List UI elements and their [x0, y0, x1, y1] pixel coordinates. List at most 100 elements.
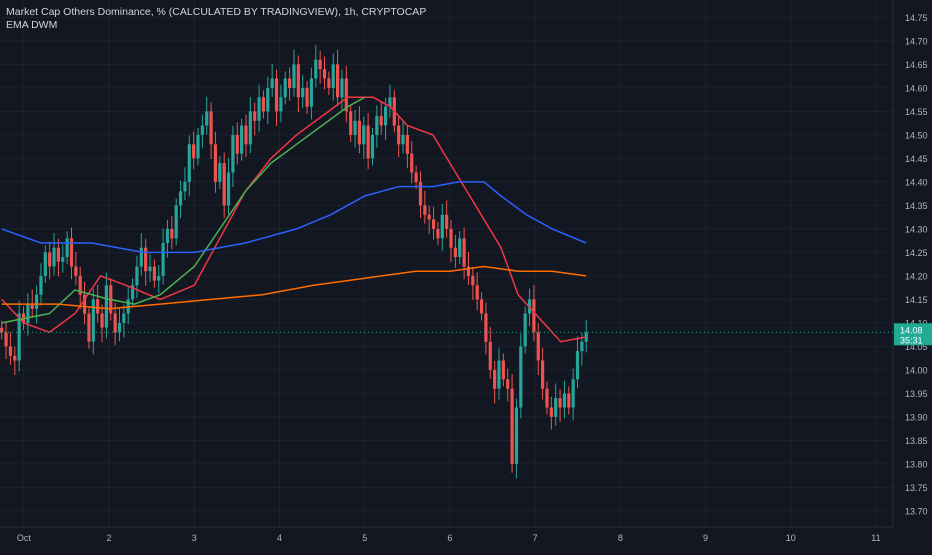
candle	[192, 131, 196, 170]
candle-body	[458, 238, 462, 258]
candle-body	[288, 78, 292, 88]
candles	[0, 45, 588, 479]
candle-body	[314, 59, 318, 79]
candle	[501, 353, 505, 387]
candle-body	[301, 87, 305, 98]
candle-body	[379, 116, 383, 126]
candle-body	[178, 191, 183, 206]
y-tick-label: 14.60	[905, 83, 928, 93]
candle-body	[475, 285, 479, 300]
candle-body	[8, 346, 13, 356]
candle	[196, 127, 200, 166]
candle	[405, 125, 409, 169]
candle-body	[340, 78, 344, 98]
candle-body	[161, 243, 165, 276]
candle-body	[523, 313, 527, 347]
candle	[74, 251, 78, 285]
y-tick-label: 14.25	[905, 248, 928, 258]
ema-line-4	[1, 265, 587, 310]
candle-body	[279, 97, 283, 112]
ema-lines	[1, 96, 587, 343]
candle	[497, 347, 501, 400]
candle-body	[144, 247, 148, 272]
candle-body	[65, 238, 69, 258]
x-tick-label: 8	[618, 533, 623, 543]
candle-body	[13, 355, 17, 361]
candle-body	[414, 172, 418, 182]
candle-body	[82, 294, 87, 314]
candle	[43, 245, 47, 283]
candle	[91, 288, 95, 355]
y-tick-label: 14.65	[905, 60, 928, 70]
candle-body	[479, 299, 484, 314]
candle	[344, 65, 348, 123]
candle	[279, 84, 283, 123]
candle	[571, 368, 575, 421]
candle	[209, 102, 213, 159]
candle-body	[17, 313, 21, 361]
candle	[187, 135, 191, 197]
candle-body	[405, 134, 409, 154]
candle-body	[488, 341, 492, 370]
candle-body	[558, 398, 562, 408]
candle	[314, 45, 318, 88]
candle-body	[52, 247, 56, 267]
candle	[309, 67, 314, 120]
candle-body	[261, 97, 266, 112]
candle-body	[187, 144, 191, 182]
candle-countdown: 35:31	[900, 335, 923, 345]
candle-body	[353, 120, 357, 135]
candle-body	[449, 228, 453, 248]
candle	[488, 327, 492, 379]
y-tick-label: 13.90	[905, 412, 928, 422]
candle-body	[327, 78, 331, 88]
candle-body	[0, 327, 4, 333]
candle-body	[113, 313, 117, 333]
candle-body	[562, 393, 567, 408]
candle-body	[532, 299, 536, 333]
candle	[349, 104, 353, 142]
candle-body	[331, 64, 335, 88]
candle	[200, 114, 204, 148]
candle	[283, 71, 287, 105]
candle-body	[349, 111, 353, 135]
candle-body	[296, 64, 300, 98]
y-tick-label: 14.45	[905, 154, 928, 164]
candle-body	[510, 388, 514, 464]
candle	[545, 381, 549, 415]
candle	[379, 101, 383, 135]
candle	[157, 265, 161, 294]
candle	[397, 114, 401, 157]
candle-body	[69, 238, 74, 267]
indicator-label: EMA DWM	[6, 19, 58, 31]
candle	[584, 319, 588, 353]
candle	[567, 386, 571, 415]
candle	[375, 105, 379, 148]
candle-body	[61, 257, 65, 262]
candle	[340, 69, 344, 112]
candle	[48, 241, 52, 280]
candle-body	[427, 214, 431, 220]
candle	[253, 102, 257, 136]
candle-body	[388, 97, 392, 107]
candle	[4, 321, 8, 360]
candle-body	[104, 285, 108, 328]
candle-body	[231, 134, 235, 173]
candle-body	[122, 313, 126, 323]
candle	[39, 263, 43, 306]
candle	[292, 49, 296, 97]
candle-body	[209, 111, 213, 145]
candle	[248, 96, 252, 154]
candle-body	[383, 106, 388, 126]
candle-body	[43, 252, 47, 276]
candle-body	[501, 360, 505, 380]
candle	[401, 120, 405, 154]
candle	[370, 127, 375, 166]
candle-body	[445, 214, 449, 229]
time-axis: Oct 2 3 4 5 6 7 8 9 10 11	[0, 526, 893, 543]
candle-body	[253, 111, 257, 121]
candle	[96, 284, 100, 323]
